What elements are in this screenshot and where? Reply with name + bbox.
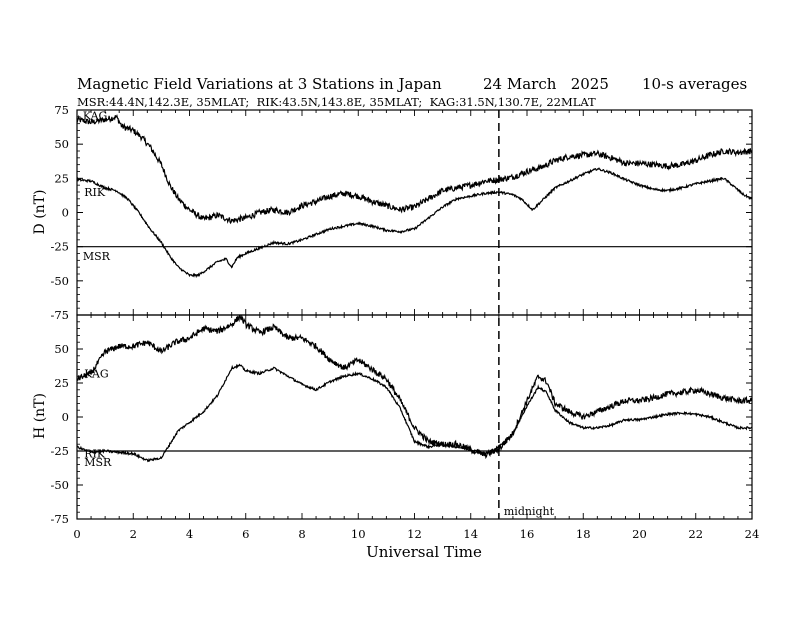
y-axis-label-h: H (nT) — [32, 393, 48, 439]
chart-subtitle: MSR:44.4N,142.3E, 35MLAT; RIK:43.5N,143.… — [77, 95, 596, 109]
x-axis: 0 2 4 6 8 10 12 14 16 18 20 22 24 — [73, 527, 759, 541]
x-tick-label: 16 — [520, 527, 535, 541]
panel-d: -75 -50 -25 0 25 50 75 KAG RIK MSR — [50, 103, 753, 322]
y-tick-label: 25 — [54, 171, 69, 185]
x-tick-label: 12 — [407, 527, 422, 541]
x-tick-label: 6 — [242, 527, 249, 541]
y-tick-label: -25 — [50, 444, 69, 458]
series-line-rik — [76, 167, 753, 279]
chart-averaging: 10-s averages — [642, 75, 747, 93]
x-tick-label: 18 — [576, 527, 591, 541]
y-tick-label: 0 — [62, 410, 69, 424]
x-tick-label: 20 — [632, 527, 647, 541]
x-tick-label: 14 — [463, 527, 478, 541]
y-tick-label: -50 — [50, 274, 69, 288]
chart-date: 24 March 2025 — [483, 75, 609, 93]
x-tick-label: 22 — [688, 527, 703, 541]
x-tick-label: 2 — [130, 527, 137, 541]
series-line-kag — [76, 114, 753, 225]
series-label-msr: MSR — [84, 456, 112, 469]
y-tick-label: 50 — [54, 342, 69, 356]
midnight-label: midnight — [504, 505, 555, 518]
chart-title: Magnetic Field Variations at 3 Stations … — [77, 75, 442, 93]
x-tick-label: 4 — [186, 527, 193, 541]
panel-frame — [76, 109, 753, 316]
x-tick-label: 24 — [745, 527, 760, 541]
x-tick-label: 10 — [351, 527, 366, 541]
y-axis-label-d: D (nT) — [32, 190, 48, 235]
series-line-kag — [76, 314, 753, 460]
y-tick-label: 0 — [62, 206, 69, 220]
y-tick-label: -75 — [50, 308, 69, 322]
y-tick-label: 25 — [54, 376, 69, 390]
y-tick-label: -50 — [50, 478, 69, 492]
x-tick-label: 8 — [298, 527, 305, 541]
y-tick-label: 50 — [54, 137, 69, 151]
series-label-kag: KAG — [84, 367, 109, 380]
series-label-msr: MSR — [83, 250, 111, 263]
series-label-rik: RIK — [84, 186, 106, 199]
y-tick-label: -75 — [50, 512, 69, 526]
series-line-rik — [76, 363, 753, 463]
y-tick-label: -25 — [50, 240, 69, 254]
x-axis-label: Universal Time — [366, 543, 482, 561]
x-tick-label: 0 — [73, 527, 80, 541]
series-label-kag: KAG — [83, 109, 108, 122]
y-tick-label: 75 — [54, 103, 69, 117]
